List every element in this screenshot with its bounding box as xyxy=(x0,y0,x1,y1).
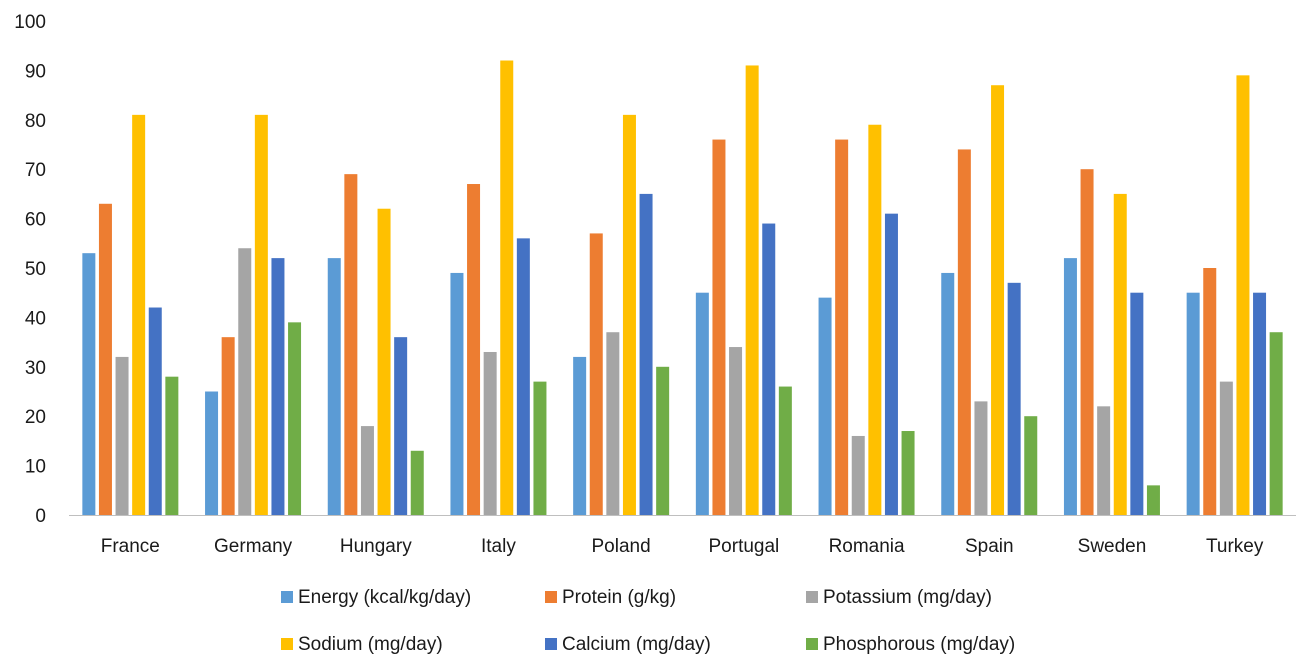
bar-portugal-3 xyxy=(729,347,743,515)
y-tick-label: 10 xyxy=(25,457,46,478)
bar-turkey-1 xyxy=(1186,292,1200,515)
bar-spain-3 xyxy=(974,401,988,515)
bar-italy-1 xyxy=(450,272,464,515)
bar-spain-4 xyxy=(991,85,1005,515)
bar-italy-6 xyxy=(533,381,547,515)
bar-romania-3 xyxy=(851,435,865,515)
bar-germany-2 xyxy=(221,337,235,515)
bar-italy-3 xyxy=(483,351,497,515)
x-category-label: Poland xyxy=(592,536,651,557)
legend-label: Sodium (mg/day) xyxy=(298,634,443,655)
bar-france-6 xyxy=(165,376,179,515)
x-category-label: Romania xyxy=(829,536,905,557)
legend-swatch xyxy=(806,591,818,603)
bar-romania-2 xyxy=(835,139,849,515)
bar-romania-5 xyxy=(884,213,898,515)
bar-germany-4 xyxy=(254,114,268,516)
bar-spain-5 xyxy=(1007,282,1021,515)
bar-france-1 xyxy=(82,253,96,515)
y-tick-label: 20 xyxy=(25,407,46,428)
y-tick-label: 80 xyxy=(25,111,46,132)
bar-portugal-6 xyxy=(778,386,792,515)
bar-turkey-2 xyxy=(1203,268,1217,515)
y-axis-ticks: 0 10 20 30 40 50 60 70 80 90 100 xyxy=(14,12,46,527)
bar-portugal-2 xyxy=(712,139,726,515)
bar-hungary-1 xyxy=(327,258,341,515)
bar-sweden-1 xyxy=(1063,258,1077,515)
x-category-label: Spain xyxy=(965,536,1014,557)
bar-sweden-5 xyxy=(1130,292,1144,515)
bar-hungary-4 xyxy=(377,208,391,515)
bar-spain-2 xyxy=(957,149,971,515)
bar-turkey-3 xyxy=(1219,381,1233,515)
bar-poland-6 xyxy=(656,366,670,515)
legend-swatch xyxy=(281,638,293,650)
y-tick-label: 70 xyxy=(25,160,46,181)
y-tick-label: 40 xyxy=(25,308,46,329)
x-axis-labels: France Germany Hungary Italy Poland Portugal R… xyxy=(101,536,1264,557)
bar-hungary-6 xyxy=(410,450,424,515)
x-category-label: Portugal xyxy=(709,536,780,557)
bar-germany-3 xyxy=(238,248,252,516)
bar-turkey-5 xyxy=(1253,292,1267,515)
legend-label: Calcium (mg/day) xyxy=(562,634,711,655)
bar-sweden-2 xyxy=(1080,169,1094,515)
y-tick-label: 90 xyxy=(25,61,46,82)
bar-germany-5 xyxy=(271,258,285,515)
bar-poland-4 xyxy=(622,114,636,516)
y-tick-label: 30 xyxy=(25,358,46,379)
legend-label: Protein (g/kg) xyxy=(562,587,676,608)
bar-portugal-5 xyxy=(762,223,776,516)
bar-germany-6 xyxy=(288,322,302,515)
bar-spain-1 xyxy=(941,272,955,515)
y-tick-label: 50 xyxy=(25,259,46,280)
bar-germany-1 xyxy=(205,391,219,515)
bar-italy-5 xyxy=(516,238,530,516)
bar-hungary-2 xyxy=(344,174,358,515)
bar-italy-4 xyxy=(500,60,514,516)
legend-swatch xyxy=(545,591,557,603)
x-category-label: Turkey xyxy=(1206,536,1264,557)
bar-turkey-4 xyxy=(1236,75,1250,515)
bar-sweden-6 xyxy=(1146,485,1160,515)
bar-portugal-1 xyxy=(695,292,709,515)
legend-swatch xyxy=(806,638,818,650)
bar-poland-2 xyxy=(589,233,603,516)
x-category-label: Germany xyxy=(214,536,293,557)
bar-sweden-4 xyxy=(1113,193,1127,515)
y-tick-label: 0 xyxy=(35,506,46,527)
x-category-label: Sweden xyxy=(1078,536,1147,557)
x-category-label: France xyxy=(101,536,160,557)
legend-label: Energy (kcal/kg/day) xyxy=(298,587,471,608)
bar-poland-1 xyxy=(573,356,587,515)
bar-portugal-4 xyxy=(745,65,759,516)
bar-romania-1 xyxy=(818,297,832,515)
bar-france-3 xyxy=(115,356,129,515)
bar-romania-4 xyxy=(868,124,882,516)
bar-spain-6 xyxy=(1024,416,1038,515)
bar-poland-5 xyxy=(639,193,653,515)
x-category-label: Hungary xyxy=(340,536,412,557)
legend-swatch xyxy=(281,591,293,603)
legend-label: Potassium (mg/day) xyxy=(823,587,992,608)
legend-label: Phosphorous (mg/day) xyxy=(823,634,1015,655)
bar-france-4 xyxy=(132,114,146,516)
bar-sweden-3 xyxy=(1097,406,1111,515)
bar-hungary-5 xyxy=(394,337,408,515)
bar-italy-2 xyxy=(467,184,481,515)
bar-hungary-3 xyxy=(360,426,374,515)
legend-swatch xyxy=(545,638,557,650)
y-tick-label: 60 xyxy=(25,210,46,231)
y-tick-label: 100 xyxy=(14,12,46,33)
bars-layer xyxy=(82,60,1283,516)
bar-france-2 xyxy=(98,203,112,515)
bar-poland-3 xyxy=(606,332,620,515)
bar-france-5 xyxy=(148,307,162,515)
legend: Energy (kcal/kg/day) Protein (g/kg) Potass… xyxy=(281,587,1015,655)
bar-turkey-6 xyxy=(1269,332,1283,515)
x-category-label: Italy xyxy=(481,536,516,557)
bar-romania-6 xyxy=(901,431,915,515)
